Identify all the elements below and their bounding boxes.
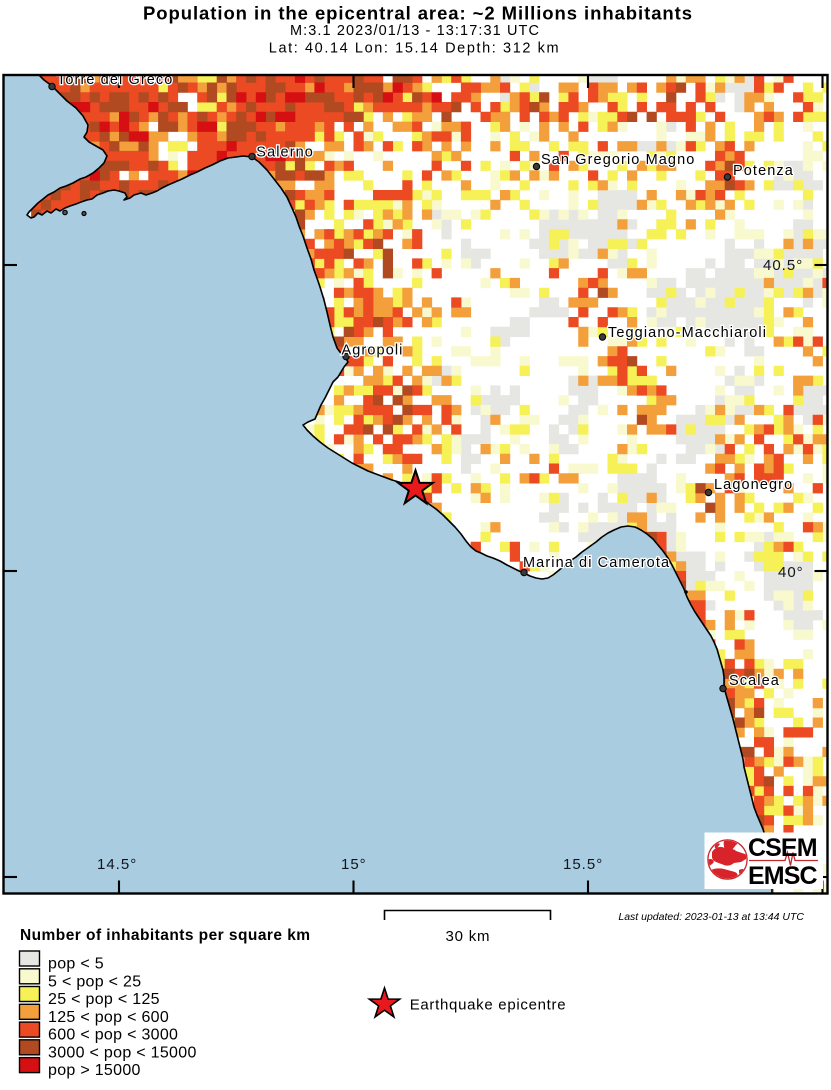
svg-text:Torre del Greco: Torre del Greco xyxy=(57,72,173,88)
svg-text:Potenza: Potenza xyxy=(733,163,794,179)
svg-text:15.5°: 15.5° xyxy=(563,856,603,873)
svg-text:Marina di Camerota: Marina di Camerota xyxy=(523,555,670,571)
svg-text:Earthquake epicentre: Earthquake epicentre xyxy=(410,997,567,1014)
svg-text:40°: 40° xyxy=(778,564,804,581)
svg-text:3000 < pop < 15000: 3000 < pop < 15000 xyxy=(48,1044,197,1061)
svg-text:5 < pop < 25: 5 < pop < 25 xyxy=(48,973,141,990)
svg-text:15°: 15° xyxy=(341,856,367,873)
svg-text:125 < pop < 600: 125 < pop < 600 xyxy=(48,1009,169,1026)
svg-text:CSEM: CSEM xyxy=(748,834,817,862)
svg-text:San Gregorio Magno: San Gregorio Magno xyxy=(541,152,695,168)
svg-text:Last updated: 2023-01-13 at 13: Last updated: 2023-01-13 at 13:44 UTC xyxy=(618,911,804,923)
svg-text:Lat: 40.14 Lon: 15.14 Depth: 3: Lat: 40.14 Lon: 15.14 Depth: 312 km xyxy=(269,40,560,56)
svg-text:pop < 5: pop < 5 xyxy=(48,956,104,973)
svg-text:Agropoli: Agropoli xyxy=(342,343,404,359)
svg-text:Number of inhabitants per squa: Number of inhabitants per square km xyxy=(20,927,311,944)
svg-text:pop > 15000: pop > 15000 xyxy=(48,1062,141,1079)
svg-text:30 km: 30 km xyxy=(445,928,490,945)
svg-text:Salerno: Salerno xyxy=(256,144,314,160)
svg-text:EMSC: EMSC xyxy=(748,862,817,890)
svg-text:Teggiano-Macchiaroli: Teggiano-Macchiaroli xyxy=(608,325,767,341)
svg-text:Population in the epicentral a: Population in the epicentral area: ~2 Mi… xyxy=(143,2,693,23)
svg-text:14.5°: 14.5° xyxy=(97,856,137,873)
svg-text:M:3.1 2023/01/13 - 13:17:31 UT: M:3.1 2023/01/13 - 13:17:31 UTC xyxy=(290,23,540,39)
svg-text:Lagonegro: Lagonegro xyxy=(714,477,793,493)
svg-text:25 < pop < 125: 25 < pop < 125 xyxy=(48,991,160,1008)
svg-text:40.5°: 40.5° xyxy=(763,257,803,274)
svg-text:600 < pop < 3000: 600 < pop < 3000 xyxy=(48,1027,178,1044)
svg-text:Scalea: Scalea xyxy=(729,673,780,689)
